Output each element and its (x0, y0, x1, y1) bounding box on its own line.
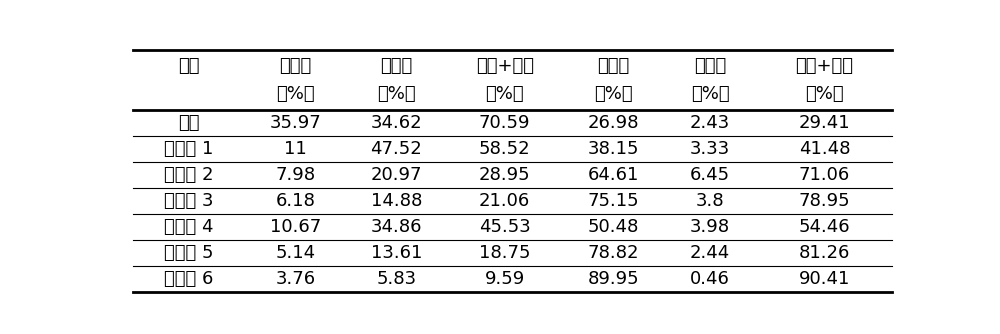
Text: （%）: （%） (594, 85, 633, 103)
Text: 70.59: 70.59 (479, 114, 530, 132)
Text: 81.26: 81.26 (799, 244, 850, 262)
Text: 存活率: 存活率 (279, 57, 312, 75)
Text: 50.48: 50.48 (588, 218, 639, 236)
Text: 26.98: 26.98 (588, 114, 639, 132)
Text: 64.61: 64.61 (588, 166, 639, 184)
Text: 实验组 1: 实验组 1 (164, 140, 214, 158)
Text: 75.15: 75.15 (587, 192, 639, 210)
Text: 5.14: 5.14 (275, 244, 316, 262)
Text: 死亡率: 死亡率 (694, 57, 726, 75)
Text: 28.95: 28.95 (479, 166, 531, 184)
Text: 对照: 对照 (178, 114, 200, 132)
Text: 存活+早凋: 存活+早凋 (476, 57, 534, 75)
Text: 41.48: 41.48 (799, 140, 850, 158)
Text: 晚凋率: 晚凋率 (597, 57, 629, 75)
Text: 晚凋+死亡: 晚凋+死亡 (795, 57, 853, 75)
Text: 实验组 3: 实验组 3 (164, 192, 214, 210)
Text: 58.52: 58.52 (479, 140, 531, 158)
Text: 3.98: 3.98 (690, 218, 730, 236)
Text: （%）: （%） (276, 85, 315, 103)
Text: 10.67: 10.67 (270, 218, 321, 236)
Text: 78.82: 78.82 (588, 244, 639, 262)
Text: 47.52: 47.52 (370, 140, 422, 158)
Text: 14.88: 14.88 (371, 192, 422, 210)
Text: 11: 11 (284, 140, 307, 158)
Text: 71.06: 71.06 (799, 166, 850, 184)
Text: 3.33: 3.33 (690, 140, 730, 158)
Text: 89.95: 89.95 (587, 270, 639, 288)
Text: 34.86: 34.86 (370, 218, 422, 236)
Text: 38.15: 38.15 (588, 140, 639, 158)
Text: 34.62: 34.62 (370, 114, 422, 132)
Text: （%）: （%） (805, 85, 844, 103)
Text: 实验组 4: 实验组 4 (164, 218, 214, 236)
Text: 90.41: 90.41 (799, 270, 850, 288)
Text: 3.8: 3.8 (696, 192, 724, 210)
Text: 2.44: 2.44 (690, 244, 730, 262)
Text: 35.97: 35.97 (270, 114, 321, 132)
Text: 早凋率: 早凋率 (380, 57, 412, 75)
Text: 78.95: 78.95 (799, 192, 850, 210)
Text: 20.97: 20.97 (370, 166, 422, 184)
Text: 6.45: 6.45 (690, 166, 730, 184)
Text: 0.46: 0.46 (690, 270, 730, 288)
Text: 5.83: 5.83 (376, 270, 416, 288)
Text: （%）: （%） (691, 85, 729, 103)
Text: 29.41: 29.41 (799, 114, 850, 132)
Text: 6.18: 6.18 (276, 192, 315, 210)
Text: 3.76: 3.76 (275, 270, 316, 288)
Text: 2.43: 2.43 (690, 114, 730, 132)
Text: 21.06: 21.06 (479, 192, 530, 210)
Text: 9.59: 9.59 (485, 270, 525, 288)
Text: （%）: （%） (377, 85, 416, 103)
Text: 13.61: 13.61 (371, 244, 422, 262)
Text: 54.46: 54.46 (799, 218, 850, 236)
Text: 7.98: 7.98 (275, 166, 316, 184)
Text: （%）: （%） (485, 85, 524, 103)
Text: 18.75: 18.75 (479, 244, 530, 262)
Text: 实验组 2: 实验组 2 (164, 166, 214, 184)
Text: 编号: 编号 (178, 57, 200, 75)
Text: 实验组 6: 实验组 6 (164, 270, 214, 288)
Text: 45.53: 45.53 (479, 218, 531, 236)
Text: 实验组 5: 实验组 5 (164, 244, 214, 262)
